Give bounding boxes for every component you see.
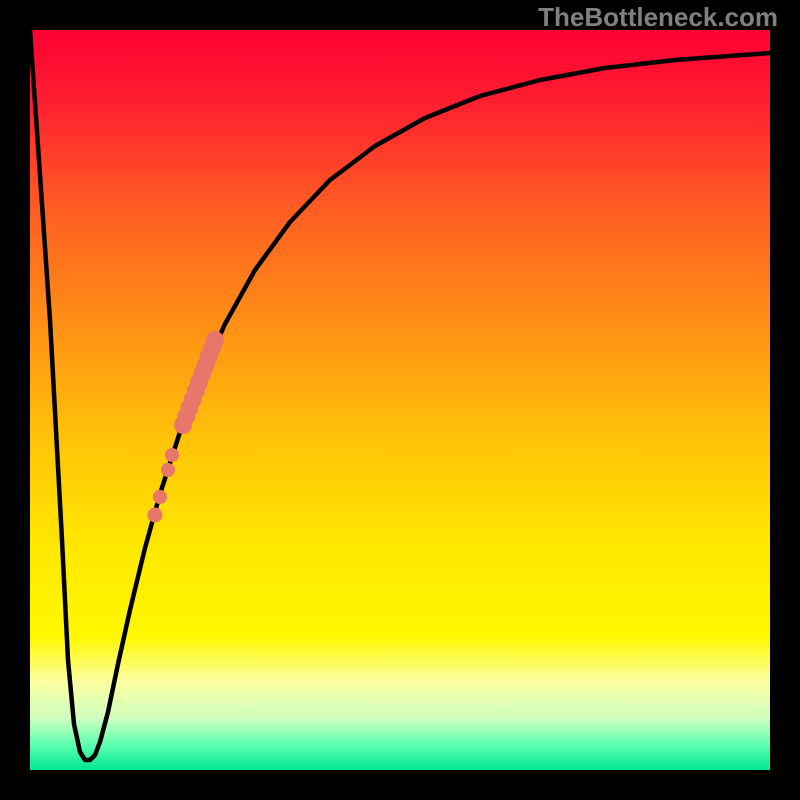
chart-svg xyxy=(0,0,800,800)
data-marker xyxy=(161,463,175,477)
data-marker xyxy=(153,490,167,504)
chart-container: TheBottleneck.com xyxy=(0,0,800,800)
data-marker xyxy=(148,508,163,523)
plot-background xyxy=(30,30,770,770)
data-marker xyxy=(206,331,224,349)
data-marker xyxy=(165,448,179,462)
watermark-text: TheBottleneck.com xyxy=(538,2,778,33)
